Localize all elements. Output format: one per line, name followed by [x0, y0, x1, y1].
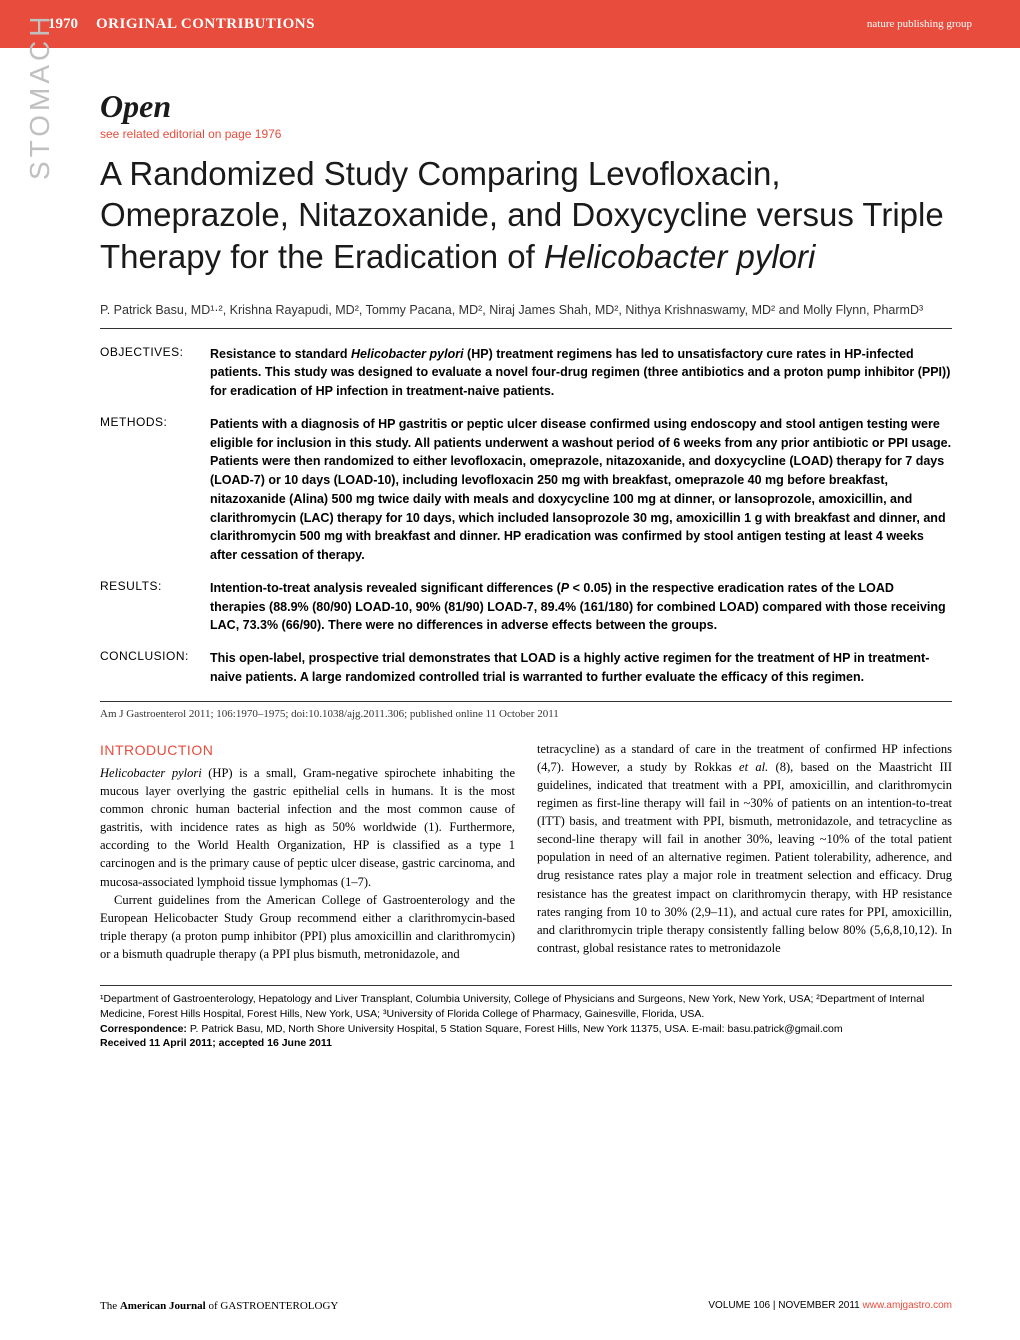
- body-p3-italic: et al.: [739, 760, 768, 774]
- open-label: Open: [100, 88, 952, 125]
- body-para-3: tetracycline) as a standard of care in t…: [537, 740, 952, 958]
- affiliations: ¹Department of Gastroenterology, Hepatol…: [100, 985, 952, 1051]
- abstract-conclusion: CONCLUSION: This open-label, prospective…: [100, 649, 952, 687]
- results-text: Intention-to-treat analysis revealed sig…: [210, 579, 952, 635]
- journal-prefix: The: [100, 1300, 120, 1312]
- journal-bold2: GASTROENTEROLOGY: [220, 1300, 338, 1312]
- correspondence-label: Correspondence:: [100, 1023, 187, 1035]
- body-para-1: Helicobacter pylori (HP) is a small, Gra…: [100, 764, 515, 891]
- authors-list: P. Patrick Basu, MD¹·², Krishna Rayapudi…: [100, 301, 952, 329]
- body-col-left: INTRODUCTION Helicobacter pylori (HP) is…: [100, 740, 515, 964]
- abstract-results: RESULTS: Intention-to-treat analysis rev…: [100, 579, 952, 635]
- methods-text: Patients with a diagnosis of HP gastriti…: [210, 415, 952, 565]
- title-italic: Helicobacter pylori: [544, 238, 815, 275]
- received-date: Received 11 April 2011; accepted 16 June…: [100, 1036, 952, 1051]
- main-content: Open see related editorial on page 1976 …: [0, 48, 1020, 1051]
- footer: The American Journal of GASTROENTEROLOGY…: [100, 1300, 952, 1312]
- divider: [100, 701, 952, 702]
- correspondence-text: P. Patrick Basu, MD, North Shore Univers…: [187, 1023, 843, 1035]
- journal-bold1: American Journal: [120, 1300, 209, 1312]
- affiliation-depts: ¹Department of Gastroenterology, Hepatol…: [100, 992, 952, 1021]
- res-prefix: Intention-to-treat analysis revealed sig…: [210, 581, 561, 595]
- body-p1-text: (HP) is a small, Gram-negative spirochet…: [100, 766, 515, 889]
- results-label: RESULTS:: [100, 579, 210, 635]
- editorial-link[interactable]: see related editorial on page 1976: [100, 127, 952, 141]
- publisher: nature publishing group: [867, 18, 972, 30]
- obj-prefix: Resistance to standard: [210, 347, 351, 361]
- abstract-objectives: OBJECTIVES: Resistance to standard Helic…: [100, 345, 952, 401]
- abstract-methods: METHODS: Patients with a diagnosis of HP…: [100, 415, 952, 565]
- volume-text: VOLUME 106 | NOVEMBER 2011: [708, 1300, 859, 1311]
- conclusion-label: CONCLUSION:: [100, 649, 210, 687]
- methods-label: METHODS:: [100, 415, 210, 565]
- body-p1-italic: Helicobacter pylori: [100, 766, 202, 780]
- section-name: ORIGINAL CONTRIBUTIONS: [96, 16, 315, 32]
- objectives-text: Resistance to standard Helicobacter pylo…: [210, 345, 952, 401]
- article-title: A Randomized Study Comparing Levofloxaci…: [100, 153, 952, 277]
- introduction-heading: INTRODUCTION: [100, 740, 515, 760]
- header-bar: 1970 ORIGINAL CONTRIBUTIONS nature publi…: [0, 0, 1020, 48]
- correspondence-line: Correspondence: P. Patrick Basu, MD, Nor…: [100, 1022, 952, 1037]
- sidebar-vertical-label: STOMACH: [24, 13, 56, 181]
- body-columns: INTRODUCTION Helicobacter pylori (HP) is…: [100, 740, 952, 964]
- obj-italic: Helicobacter pylori: [351, 347, 464, 361]
- title-text: A Randomized Study Comparing Levofloxaci…: [100, 155, 944, 275]
- objectives-label: OBJECTIVES:: [100, 345, 210, 401]
- journal-mid: of: [208, 1300, 220, 1312]
- citation: Am J Gastroenterol 2011; 106:1970–1975; …: [100, 708, 952, 720]
- body-p3-suffix: (8), based on the Maastricht III guideli…: [537, 760, 952, 955]
- volume-info: VOLUME 106 | NOVEMBER 2011 www.amjgastro…: [708, 1300, 952, 1312]
- res-italic: P: [561, 581, 569, 595]
- journal-url[interactable]: www.amjgastro.com: [863, 1300, 952, 1311]
- body-para-2: Current guidelines from the American Col…: [100, 891, 515, 964]
- journal-name: The American Journal of GASTROENTEROLOGY: [100, 1300, 338, 1312]
- conclusion-text: This open-label, prospective trial demon…: [210, 649, 952, 687]
- header-left: 1970 ORIGINAL CONTRIBUTIONS: [48, 15, 315, 33]
- body-col-right: tetracycline) as a standard of care in t…: [537, 740, 952, 964]
